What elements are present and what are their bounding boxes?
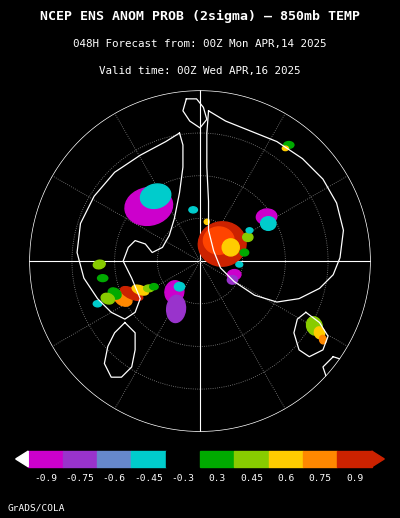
Ellipse shape <box>121 286 143 300</box>
Ellipse shape <box>243 233 253 241</box>
Ellipse shape <box>174 282 185 291</box>
Bar <box>166 451 200 467</box>
Ellipse shape <box>98 275 108 282</box>
Text: -0.9: -0.9 <box>34 474 57 483</box>
Ellipse shape <box>93 260 105 269</box>
Text: -0.45: -0.45 <box>134 474 163 483</box>
Ellipse shape <box>204 219 209 224</box>
Text: -0.6: -0.6 <box>103 474 126 483</box>
Ellipse shape <box>125 188 172 225</box>
Ellipse shape <box>93 300 102 307</box>
Ellipse shape <box>165 281 184 303</box>
Bar <box>234 451 269 467</box>
Bar <box>200 451 234 467</box>
Bar <box>338 451 372 467</box>
Ellipse shape <box>114 291 132 306</box>
Ellipse shape <box>284 141 294 148</box>
Ellipse shape <box>261 217 276 231</box>
Ellipse shape <box>246 228 253 233</box>
Text: NCEP ENS ANOM PROB (2sigma) – 850mb TEMP: NCEP ENS ANOM PROB (2sigma) – 850mb TEMP <box>40 9 360 23</box>
Ellipse shape <box>320 335 326 344</box>
Ellipse shape <box>167 295 186 323</box>
Ellipse shape <box>140 184 171 208</box>
Text: 048H Forecast from: 00Z Mon APR,14 2025: 048H Forecast from: 00Z Mon APR,14 2025 <box>73 39 327 49</box>
Bar <box>97 451 131 467</box>
Ellipse shape <box>150 284 158 290</box>
Bar <box>303 451 338 467</box>
Bar <box>131 451 166 467</box>
Text: -0.75: -0.75 <box>65 474 94 483</box>
Ellipse shape <box>236 262 243 267</box>
Text: GrADS/COLA: GrADS/COLA <box>8 503 66 512</box>
Ellipse shape <box>240 249 249 256</box>
Bar <box>62 451 97 467</box>
Text: 0.6: 0.6 <box>277 474 294 483</box>
Ellipse shape <box>144 285 154 292</box>
Ellipse shape <box>256 209 277 224</box>
Ellipse shape <box>204 227 234 254</box>
Ellipse shape <box>132 285 148 295</box>
Ellipse shape <box>306 316 322 335</box>
Ellipse shape <box>198 222 246 266</box>
Text: Valid time: 00Z Wed APR,16 2025: Valid time: 00Z Wed APR,16 2025 <box>99 66 301 76</box>
Ellipse shape <box>222 239 239 256</box>
Bar <box>269 451 303 467</box>
Ellipse shape <box>282 146 288 151</box>
Bar <box>28 451 62 467</box>
Ellipse shape <box>227 269 241 280</box>
Text: 0.9: 0.9 <box>346 474 363 483</box>
Ellipse shape <box>227 276 238 284</box>
Text: -0.3: -0.3 <box>171 474 194 483</box>
Ellipse shape <box>108 288 121 299</box>
Text: 0.75: 0.75 <box>309 474 332 483</box>
Ellipse shape <box>101 293 114 304</box>
Ellipse shape <box>189 207 198 213</box>
Polygon shape <box>16 451 28 467</box>
Text: 0.45: 0.45 <box>240 474 263 483</box>
Polygon shape <box>372 451 384 467</box>
Circle shape <box>26 87 374 435</box>
Text: 0.3: 0.3 <box>208 474 226 483</box>
Ellipse shape <box>314 327 325 339</box>
